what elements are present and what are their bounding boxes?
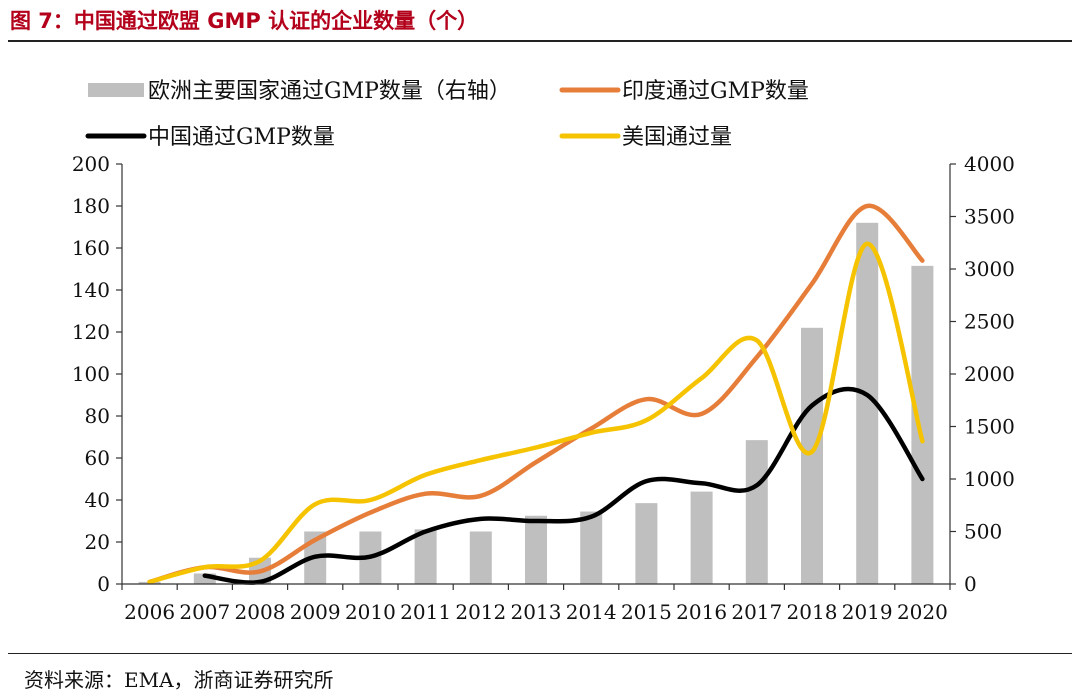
y2-tick-label: 1500	[964, 415, 1015, 439]
x-tick-label: 2010	[345, 600, 396, 624]
x-tick-label: 2012	[455, 600, 506, 624]
y-tick-label: 160	[72, 236, 110, 260]
y2-tick-label: 2500	[964, 310, 1015, 334]
legend-label-0: 欧洲主要国家通过GMP数量（右轴）	[148, 79, 511, 104]
y2-tick-label: 500	[964, 520, 1002, 544]
legend-label-3: 美国通过量	[622, 125, 732, 150]
x-tick-label: 2016	[676, 600, 727, 624]
title-rule	[8, 40, 1072, 42]
bar-0-2018	[801, 327, 823, 584]
y-tick-label: 140	[72, 278, 110, 302]
y-tick-label: 0	[97, 572, 110, 596]
y-tick-label: 200	[72, 152, 110, 176]
bar-0-2020	[911, 265, 934, 584]
y-tick-label: 80	[85, 404, 110, 428]
x-tick-label: 2014	[566, 600, 617, 624]
bar-0-2013	[525, 515, 547, 584]
x-tick-label: 2011	[400, 600, 451, 624]
bar-0-2019	[856, 222, 879, 585]
y2-tick-label: 2000	[964, 362, 1015, 386]
bar-0-2012	[469, 531, 492, 584]
x-tick-label: 2020	[897, 600, 948, 624]
series-line-2	[202, 386, 925, 585]
y-tick-label: 120	[72, 320, 110, 344]
footer-rule	[8, 653, 1072, 654]
x-tick-label: 2019	[842, 600, 893, 624]
bar-0-2017	[745, 440, 768, 584]
x-tick-label: 2018	[787, 600, 838, 624]
y2-tick-label: 3000	[964, 257, 1015, 281]
series-line-1	[147, 203, 925, 585]
x-tick-label: 2017	[731, 600, 782, 624]
y-tick-label: 180	[72, 194, 110, 218]
y-tick-label: 20	[85, 530, 110, 554]
x-tick-label: 2015	[621, 600, 672, 624]
chart: 0204060801001201401601802000500100015002…	[72, 79, 1015, 624]
y2-tick-label: 3500	[964, 205, 1015, 229]
series-line-3	[147, 241, 925, 585]
y-tick-label: 60	[85, 446, 110, 470]
bar-0-2014	[580, 511, 603, 584]
source-note: 资料来源：EMA，浙商证券研究所	[24, 668, 334, 692]
y2-tick-label: 1000	[964, 467, 1015, 491]
figure-title: 图 7：中国通过欧盟 GMP 认证的企业数量（个）	[10, 9, 479, 33]
bar-0-2007	[193, 573, 216, 584]
y2-tick-label: 4000	[964, 152, 1015, 176]
y-tick-label: 40	[85, 488, 110, 512]
legend-label-2: 中国通过GMP数量	[148, 125, 335, 150]
x-tick-label: 2009	[290, 600, 341, 624]
y2-tick-label: 0	[964, 572, 977, 596]
x-tick-label: 2013	[511, 600, 562, 624]
legend-swatch-0	[88, 83, 144, 97]
x-tick-label: 2007	[179, 600, 230, 624]
y-tick-label: 100	[72, 362, 110, 386]
x-tick-label: 2006	[124, 600, 175, 624]
bar-0-2011	[414, 529, 437, 584]
bar-0-2015	[635, 503, 658, 584]
x-tick-label: 2008	[235, 600, 286, 624]
legend-label-1: 印度通过GMP数量	[622, 79, 809, 104]
bar-0-2016	[690, 491, 713, 584]
